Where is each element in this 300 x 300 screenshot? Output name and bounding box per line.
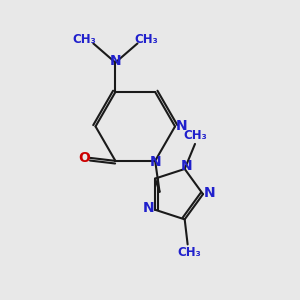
Text: CH₃: CH₃ xyxy=(73,33,96,46)
Text: N: N xyxy=(180,159,192,173)
Text: N: N xyxy=(143,201,154,215)
Text: N: N xyxy=(149,155,161,169)
Text: CH₃: CH₃ xyxy=(183,129,207,142)
Text: CH₃: CH₃ xyxy=(134,33,158,46)
Text: N: N xyxy=(110,54,121,68)
Text: N: N xyxy=(204,186,215,200)
Text: O: O xyxy=(79,151,90,165)
Text: N: N xyxy=(176,119,187,134)
Text: CH₃: CH₃ xyxy=(177,246,201,259)
